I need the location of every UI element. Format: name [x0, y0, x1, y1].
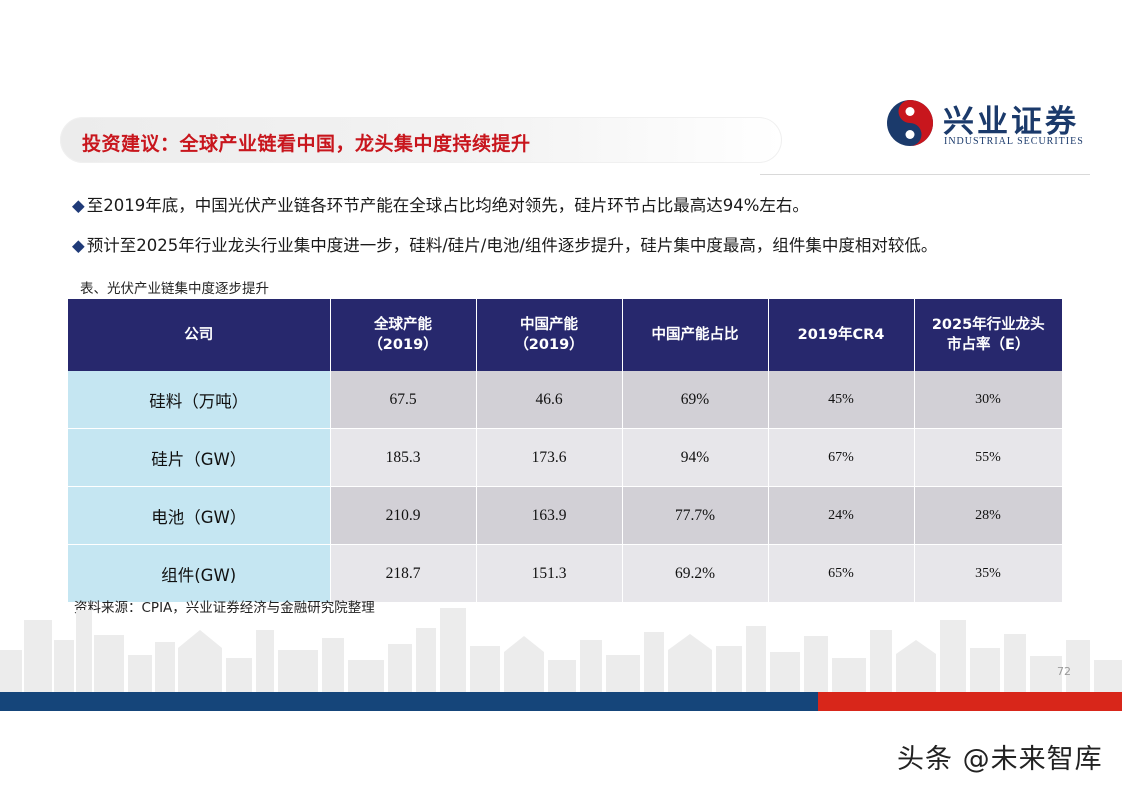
column-header-cr4: 2019年CR4 — [768, 299, 915, 371]
table-cell: 173.6 — [476, 428, 623, 487]
diamond-bullet-icon: ◆ — [72, 236, 85, 255]
city-skyline-decoration — [0, 608, 1122, 692]
row-label: 硅片（GW） — [68, 428, 331, 487]
source-note: 资料来源：CPIA，兴业证券经济与金融研究院整理 — [74, 600, 375, 616]
header-divider — [760, 174, 1090, 175]
column-header-company: 公司 — [68, 299, 331, 371]
company-logo: 兴业证券 INDUSTRIAL SECURITIES — [885, 96, 1107, 152]
column-header-global-capacity: 全球产能 （2019） — [330, 299, 477, 371]
table-cell: 30% — [914, 371, 1063, 429]
table-header-row: 公司 全球产能 （2019） 中国产能 （2019） 中国产能占比 2019年CR4… — [68, 299, 1062, 371]
capacity-table: 公司 全球产能 （2019） 中国产能 （2019） 中国产能占比 2019年CR4… — [68, 299, 1063, 603]
bullet-text: 预计至2025年行业龙头行业集中度进一步，硅料/硅片/电池/组件逐步提升，硅片集… — [86, 236, 938, 255]
table-cell: 218.7 — [330, 544, 477, 603]
table-caption: 表、光伏产业链集中度逐步提升 — [80, 281, 269, 297]
table-row: 硅料（万吨） 67.5 46.6 69% 45% 30% — [68, 371, 1063, 429]
bullet-point: ◆ 预计至2025年行业龙头行业集中度进一步，硅料/硅片/电池/组件逐步提升，硅片… — [72, 232, 937, 256]
bullet-point: ◆ 至2019年底，中国光伏产业链各环节产能在全球占比均绝对领先，硅片环节占比最高… — [72, 192, 809, 216]
logo-name-en: INDUSTRIAL SECURITIES — [944, 136, 1084, 147]
table-cell: 67.5 — [330, 371, 477, 429]
diamond-bullet-icon: ◆ — [72, 196, 85, 215]
column-header-china-capacity: 中国产能 （2019） — [476, 299, 623, 371]
table-cell: 46.6 — [476, 371, 623, 429]
table-cell: 185.3 — [330, 428, 477, 487]
table-row: 组件(GW) 218.7 151.3 69.2% 65% 35% — [68, 544, 1063, 603]
table-row: 硅片（GW） 185.3 173.6 94% 67% 55% — [68, 428, 1063, 487]
table-cell: 94% — [622, 428, 769, 487]
footer-band-blue — [0, 692, 818, 711]
table-cell: 67% — [768, 428, 915, 487]
page-number: 72 — [1057, 665, 1071, 678]
footer-band-red — [818, 692, 1122, 711]
table-cell: 77.7% — [622, 486, 769, 545]
page-title: 投资建议：全球产业链看中国，龙头集中度持续提升 — [82, 133, 531, 155]
table-cell: 163.9 — [476, 486, 623, 545]
watermark-text: 头条 @未来智库 — [897, 744, 1103, 775]
title-banner — [60, 117, 782, 163]
table-cell: 69.2% — [622, 544, 769, 603]
table-row: 电池（GW） 210.9 163.9 77.7% 24% 28% — [68, 486, 1063, 545]
column-header-leader-share: 2025年行业龙头 市占率（E） — [914, 299, 1062, 371]
column-header-china-share: 中国产能占比 — [622, 299, 769, 371]
table-cell: 35% — [914, 544, 1063, 603]
logo-name-cn: 兴业证券 — [943, 104, 1079, 140]
table-cell: 69% — [622, 371, 769, 429]
table-cell: 55% — [914, 428, 1063, 487]
table-cell: 151.3 — [476, 544, 623, 603]
table-cell: 210.9 — [330, 486, 477, 545]
row-label: 硅料（万吨） — [68, 371, 331, 429]
table-cell: 65% — [768, 544, 915, 603]
row-label: 组件(GW) — [68, 544, 331, 603]
table-cell: 24% — [768, 486, 915, 545]
industrial-securities-swirl-logo-icon — [887, 100, 933, 146]
row-label: 电池（GW） — [68, 486, 331, 545]
bullet-text: 至2019年底，中国光伏产业链各环节产能在全球占比均绝对领先，硅片环节占比最高达… — [86, 196, 809, 215]
table-cell: 28% — [914, 486, 1063, 545]
table-cell: 45% — [768, 371, 915, 429]
